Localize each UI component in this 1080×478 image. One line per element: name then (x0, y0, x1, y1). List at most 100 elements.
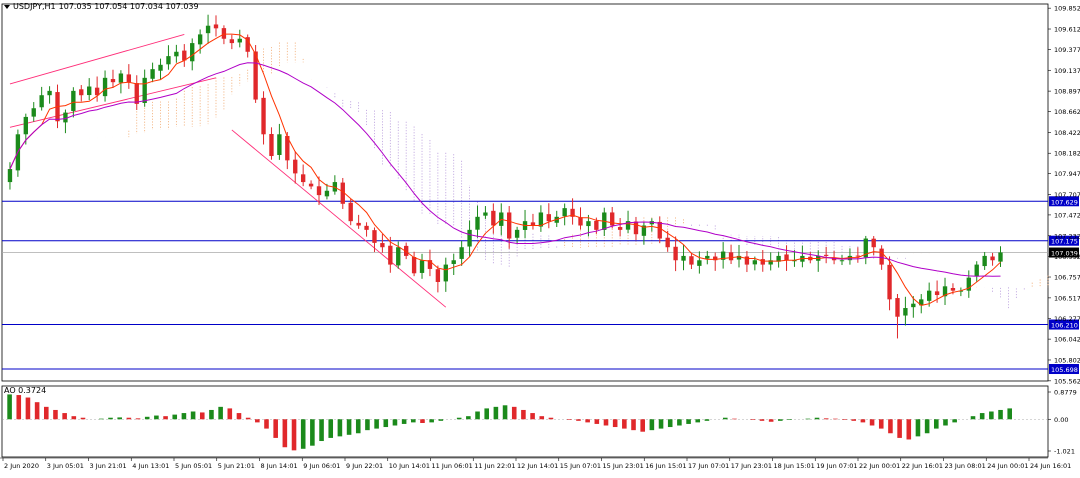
candle-body (475, 216, 480, 230)
x-tick-label: 11 Jun 22:01 (474, 462, 515, 470)
x-tick-label: 17 Jun 07:01 (688, 462, 729, 470)
x-tick-label: 24 Jun 16:01 (1030, 462, 1071, 470)
candle-body (364, 225, 369, 230)
current-price-tag (1049, 247, 1079, 258)
y-tick-label: 107.947 (1054, 170, 1080, 178)
candle-body (134, 83, 139, 104)
candle-body (435, 269, 441, 282)
dropdown-arrow-icon[interactable] (4, 4, 10, 9)
axes: 109.852 109.612 109.377 109.137 108.897 108.6… (2, 5, 1080, 470)
candle-body (594, 220, 599, 230)
candle-body (610, 212, 615, 226)
y-tick-label: 105.802 (1054, 356, 1080, 364)
candle-body (213, 24, 219, 29)
candle-body (7, 169, 13, 183)
candle-body (887, 264, 892, 300)
candle-body (586, 221, 591, 227)
candle-body (182, 50, 187, 61)
candle-body (380, 243, 385, 248)
y-tick-label: 106.042 (1054, 336, 1080, 344)
chart-header[interactable]: USDJPY,H1 107.035 107.054 107.034 107.03… (4, 2, 199, 11)
candle-body (459, 247, 464, 259)
candle-body (316, 186, 322, 196)
level-label: 105.698 (1051, 366, 1078, 374)
candle-body (419, 260, 425, 273)
candle-body (665, 237, 670, 248)
y-tick-label: 108.897 (1054, 88, 1080, 96)
candle-body (190, 43, 195, 62)
candle-body (427, 260, 433, 269)
candle-body (705, 255, 710, 259)
candle-body (483, 212, 488, 216)
candle-body (752, 260, 758, 265)
candle-body (63, 112, 68, 123)
ao-tick-label: 0.00 (1054, 416, 1068, 424)
candle-body (142, 77, 147, 103)
candle-body (491, 210, 496, 226)
x-tick-label: 9 Jun 06:01 (303, 462, 340, 470)
fast-ma-line (9, 33, 1001, 306)
candle-body (697, 260, 702, 266)
candle-body (633, 221, 639, 235)
candle-body (205, 25, 211, 34)
x-tick-label: 3 Jun 21:01 (90, 462, 127, 470)
candle-body (934, 291, 940, 296)
candle-body (990, 256, 995, 261)
x-tick-label: 16 Jun 15:01 (645, 462, 686, 470)
candle-body (855, 255, 861, 257)
candle-body (221, 28, 227, 39)
candle-body (411, 257, 417, 274)
candle-body (895, 298, 900, 317)
level-label: 107.175 (1051, 238, 1078, 246)
candle-body (340, 182, 345, 204)
candle-body (396, 247, 401, 266)
x-tick-label: 10 Jun 14:01 (389, 462, 430, 470)
ao-label: AO 0.3724 (4, 386, 47, 395)
candle-body (530, 222, 536, 226)
candle-body (863, 238, 868, 258)
x-tick-label: 24 Jun 00:01 (987, 462, 1028, 470)
ohlc-readout: 107.035 107.054 107.034 107.039 (58, 2, 199, 11)
ao-tick-label: 0.8779 (1054, 389, 1077, 397)
x-tick-label: 5 Jun 05:01 (175, 462, 212, 470)
x-tick-label: 11 Jun 06:01 (432, 462, 473, 470)
candle-body (744, 256, 750, 265)
candle-body (324, 190, 330, 197)
candle-body (245, 37, 250, 52)
symbol-label: USDJPY,H1 (13, 2, 56, 11)
y-tick-label: 106.757 (1054, 274, 1080, 282)
candle-body (285, 135, 290, 161)
candle-body (982, 255, 987, 267)
candle-body (657, 221, 662, 239)
x-tick-label: 15 Jun 23:01 (603, 462, 644, 470)
y-tick-label: 106.277 (1054, 315, 1080, 323)
x-tick-label: 2 Jun 2020 (4, 462, 39, 470)
level-tag (1049, 319, 1079, 330)
slow-ma-line (9, 62, 1001, 277)
candle-body (673, 246, 678, 261)
chart-frame (0, 3, 1049, 459)
trendlines[interactable] (9, 33, 447, 308)
candle-body (253, 51, 258, 100)
candle-body (277, 134, 282, 155)
candle-body (71, 90, 76, 111)
candle-body (919, 299, 924, 306)
candle-body (871, 238, 876, 248)
candle-body (372, 230, 377, 243)
current-price-label: 107.039 (1051, 250, 1078, 258)
rising-channel-upper[interactable] (9, 33, 185, 85)
candle-body (388, 245, 393, 265)
y-tick-label: 108.422 (1054, 129, 1080, 137)
falling-channel[interactable] (231, 129, 447, 308)
candle-body (942, 286, 948, 297)
x-tick-label: 3 Jun 05:01 (47, 462, 84, 470)
candle-body (261, 97, 266, 135)
candle-body (166, 56, 171, 65)
y-tick-label: 107.707 (1054, 191, 1080, 199)
x-tick-label: 4 Jun 13:01 (132, 462, 169, 470)
candle-body (23, 116, 28, 135)
level-tag (1049, 235, 1079, 246)
candle-body (237, 38, 242, 43)
price-pane-frame (1, 3, 1049, 382)
